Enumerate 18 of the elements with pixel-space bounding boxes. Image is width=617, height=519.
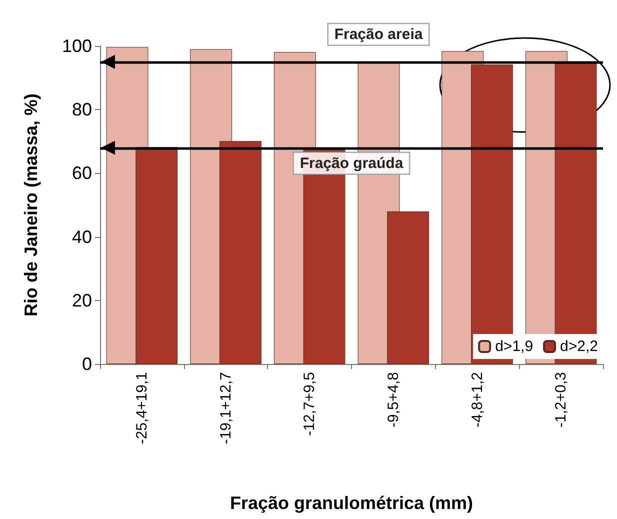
y-tick-label: 0: [82, 354, 92, 374]
y-axis-title: Rio de Janeiro (massa, %): [21, 93, 41, 317]
x-tick-label: -25,4+19,1: [133, 372, 150, 444]
x-axis-title: Fração granulométrica (mm): [230, 493, 474, 513]
legend-label: d>1,9: [495, 338, 534, 355]
ref-line-label: Fração graúda: [300, 154, 404, 172]
x-tick-label: -12,7+9,5: [301, 372, 318, 436]
y-tick-label: 60: [72, 163, 92, 184]
y-tick-label: 40: [72, 226, 92, 247]
x-tick-label: -4,8+1,2: [468, 372, 486, 428]
x-tick-label: -9,5+4,8: [384, 372, 402, 428]
y-tick-label: 20: [72, 290, 92, 310]
y-tick-label: 80: [72, 100, 92, 120]
y-tick-label: 100: [62, 36, 92, 56]
x-tick-label: -19,1+12,7: [217, 372, 234, 444]
ref-line-label: Fração areia: [334, 26, 424, 43]
legend-label: d>2,2: [560, 338, 598, 355]
x-tick-label: -1,2+0,3: [552, 372, 570, 428]
